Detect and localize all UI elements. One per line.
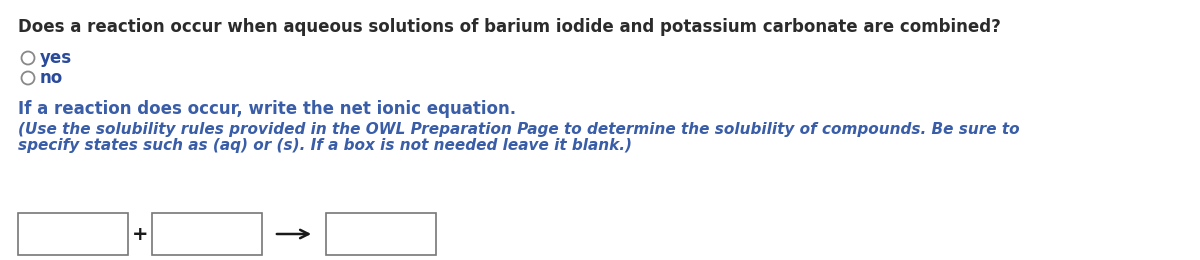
Text: yes: yes (40, 49, 72, 67)
Text: If a reaction does occur, write the net ionic equation.: If a reaction does occur, write the net … (18, 100, 516, 118)
Text: specify states such as (aq) or (s). If a box is not needed leave it blank.): specify states such as (aq) or (s). If a… (18, 138, 632, 153)
Text: (Use the solubility rules provided in the OWL Preparation Page to determine the : (Use the solubility rules provided in th… (18, 122, 1020, 137)
Text: +: + (132, 224, 149, 244)
Text: Does a reaction occur when aqueous solutions of barium iodide and potassium carb: Does a reaction occur when aqueous solut… (18, 18, 1001, 36)
FancyBboxPatch shape (152, 213, 262, 255)
Text: no: no (40, 69, 62, 87)
FancyBboxPatch shape (18, 213, 128, 255)
FancyBboxPatch shape (326, 213, 436, 255)
